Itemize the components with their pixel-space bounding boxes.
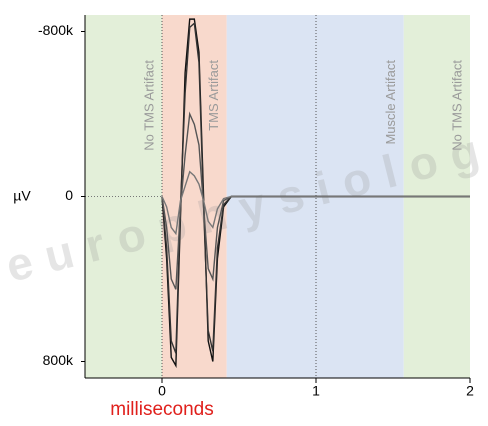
x-tick-label: 0 <box>158 383 166 399</box>
region-label: No TMS Artifact <box>141 60 156 151</box>
x-tick-label: 1 <box>312 383 320 399</box>
chart: milliseconds µV No TMS Artifact TMS Artif… <box>0 0 488 426</box>
y-axis-label: µV <box>13 188 31 204</box>
y-tick-label: -800k <box>38 22 74 38</box>
region-label: TMS Artifact <box>206 60 221 131</box>
x-axis-label: milliseconds <box>110 399 213 420</box>
x-tick-label: 2 <box>466 383 474 399</box>
y-tick-label: 800k <box>43 352 74 368</box>
region-label: Muscle Artifact <box>383 60 398 145</box>
y-tick-label: 0 <box>65 187 73 203</box>
